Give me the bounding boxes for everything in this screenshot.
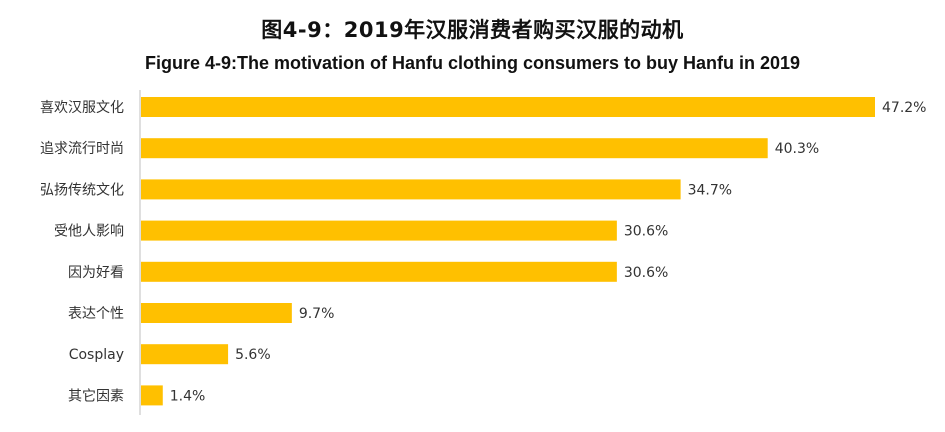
category-label-1: 追求流行时尚 [40,141,124,157]
chart-subtitle: Figure 4-9:The motivation of Hanfu cloth… [144,53,801,73]
category-label-7: 其它因素 [68,387,124,404]
bar-3 [141,220,617,241]
chart-title: 图4-9：2019年汉服消费者购买汉服的动机 [261,18,684,42]
bars-group [141,97,875,406]
value-label-0: 47.2% [882,100,926,116]
bar-5 [141,303,292,323]
category-label-4: 因为好看 [68,265,124,281]
bar-6 [141,344,229,365]
category-label-3: 受他人影响 [54,224,124,240]
value-label-3: 30.6% [624,224,668,240]
bar-2 [141,179,681,200]
value-label-1: 40.3% [775,141,819,157]
category-label-5: 表达个性 [68,306,124,322]
value-label-4: 30.6% [624,265,668,281]
value-label-2: 34.7% [688,182,732,198]
bar-7 [141,385,163,406]
category-label-6: Cosplay [69,347,124,363]
category-label-0: 喜欢汉服文化 [40,100,124,116]
category-label-2: 弘扬传统文化 [40,182,124,198]
value-label-6: 5.6% [235,347,271,363]
bar-1 [141,138,768,159]
value-label-5: 9.7% [299,306,335,322]
value-label-7: 1.4% [170,388,206,404]
bar-4 [141,261,617,282]
labels-group: 喜欢汉服文化 47.2% 追求流行时尚 40.3% 弘扬传统文化 34.7% 受他人影响 30… [40,100,926,404]
bar-0 [141,97,875,117]
